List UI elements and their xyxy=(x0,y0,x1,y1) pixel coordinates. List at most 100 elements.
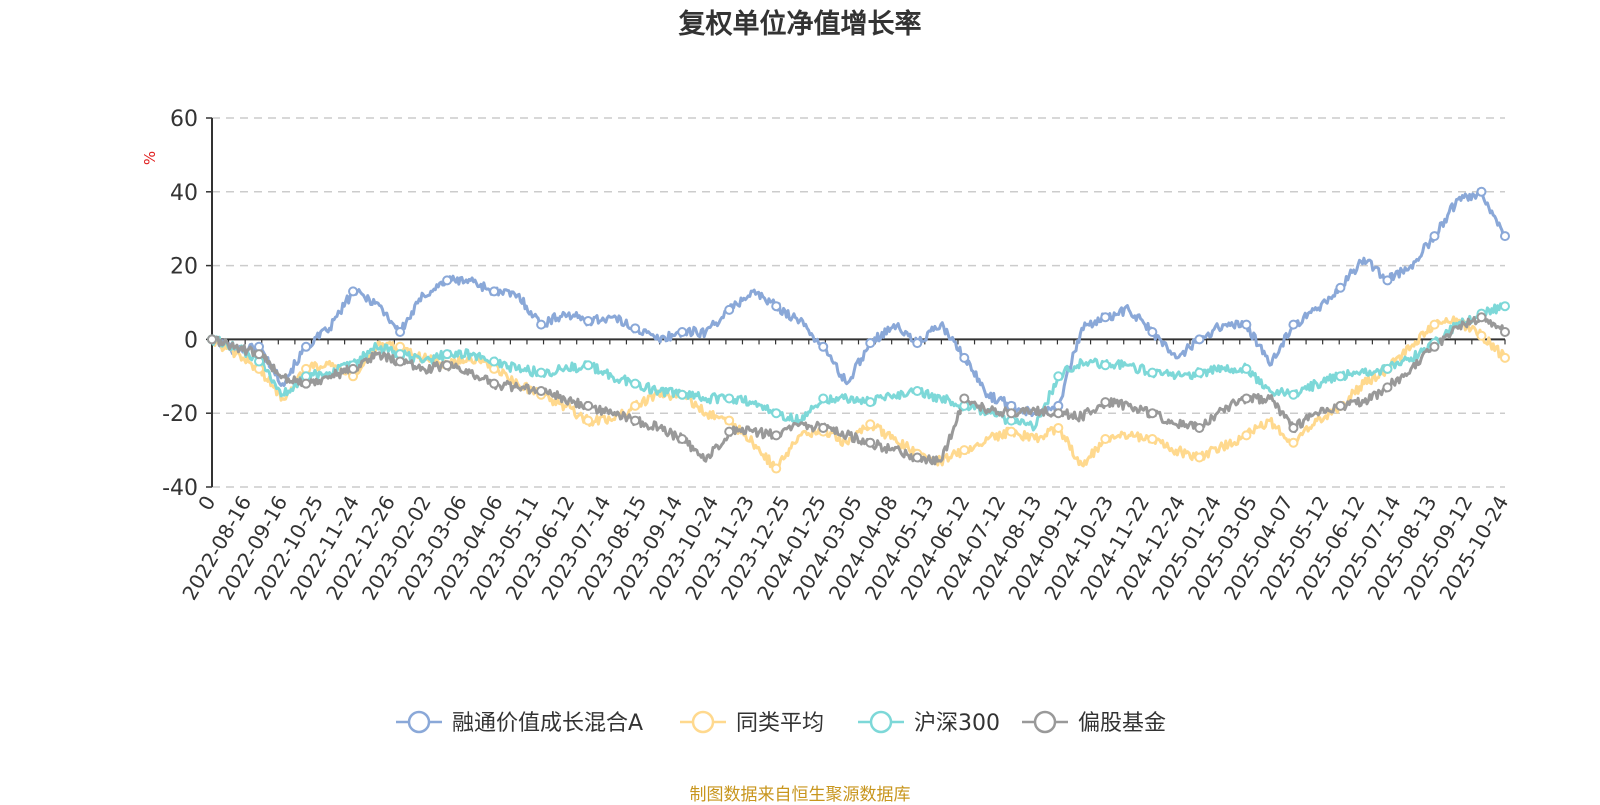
legend-label: 偏股基金 xyxy=(1078,711,1166,736)
data-point-fund xyxy=(1100,312,1111,323)
data-point-hs300 xyxy=(865,397,876,408)
series-line-equity_fund xyxy=(211,313,1506,466)
data-point-fund xyxy=(912,338,923,349)
legend-marker xyxy=(407,710,431,734)
chart-title: 复权单位净值增长率 xyxy=(678,9,922,40)
data-point-equity_fund xyxy=(348,363,359,374)
data-point-fund xyxy=(536,319,547,330)
data-point-equity_fund xyxy=(207,334,217,345)
data-point-equity_fund xyxy=(1194,422,1205,433)
data-point-fund xyxy=(442,275,453,286)
data-point-peer_avg xyxy=(1500,352,1510,363)
series-markers xyxy=(207,186,1510,474)
data-point-equity_fund xyxy=(1053,408,1064,419)
data-point-equity_fund xyxy=(959,393,970,404)
data-point-hs300 xyxy=(489,356,500,367)
data-point-fund xyxy=(489,286,500,297)
data-point-equity_fund xyxy=(630,415,641,426)
data-point-peer_avg xyxy=(959,445,970,456)
data-point-equity_fund xyxy=(1147,408,1158,419)
data-point-hs300 xyxy=(1500,301,1510,312)
data-point-fund xyxy=(301,341,312,352)
data-point-peer_avg xyxy=(1147,434,1158,445)
data-point-fund xyxy=(959,352,970,363)
data-point-fund xyxy=(818,341,829,352)
data-point-fund xyxy=(1429,231,1440,242)
data-point-fund xyxy=(865,338,876,349)
data-point-equity_fund xyxy=(583,400,594,411)
data-point-equity_fund xyxy=(1241,393,1252,404)
data-point-equity_fund xyxy=(254,349,265,360)
data-point-hs300 xyxy=(724,393,735,404)
data-point-equity_fund xyxy=(818,422,829,433)
legend-label: 同类平均 xyxy=(736,711,824,736)
data-point-equity_fund xyxy=(865,437,876,448)
data-point-peer_avg xyxy=(724,415,735,426)
data-point-equity_fund xyxy=(912,452,923,463)
data-point-peer_avg xyxy=(1476,330,1487,341)
data-point-fund xyxy=(348,286,359,297)
data-point-hs300 xyxy=(1053,371,1064,382)
x-tick-label: 0 xyxy=(193,492,220,515)
data-point-fund xyxy=(1288,319,1299,330)
data-point-fund xyxy=(1147,327,1158,338)
y-axis-label: % xyxy=(141,151,159,165)
y-tick-label: 60 xyxy=(170,107,198,132)
data-point-fund xyxy=(724,304,735,315)
legend-item-hs300[interactable]: 沪深300 xyxy=(858,710,1000,736)
series-lines xyxy=(210,188,1507,471)
y-tick-label: -40 xyxy=(162,476,198,501)
data-point-hs300 xyxy=(1194,367,1205,378)
data-point-equity_fund xyxy=(442,360,453,371)
data-point-hs300 xyxy=(1147,367,1158,378)
data-point-peer_avg xyxy=(1429,319,1440,330)
data-point-fund xyxy=(630,323,641,334)
y-tick-label: 0 xyxy=(184,328,198,353)
legend-label: 沪深300 xyxy=(914,711,1000,736)
data-point-equity_fund xyxy=(301,378,312,389)
data-point-peer_avg xyxy=(1006,426,1017,437)
legend-marker xyxy=(691,710,715,734)
grid-lines xyxy=(212,117,1505,488)
data-point-peer_avg xyxy=(1100,434,1111,445)
data-point-hs300 xyxy=(442,349,453,360)
data-point-hs300 xyxy=(583,360,594,371)
data-point-fund xyxy=(1382,275,1393,286)
data-point-fund xyxy=(395,327,406,338)
legend-item-peer_avg[interactable]: 同类平均 xyxy=(680,710,824,736)
y-tick-label: 40 xyxy=(170,181,198,206)
data-point-fund xyxy=(677,327,688,338)
data-point-equity_fund xyxy=(677,434,688,445)
data-point-fund xyxy=(1194,334,1205,345)
data-point-fund xyxy=(1241,319,1252,330)
data-point-equity_fund xyxy=(1429,341,1440,352)
data-point-equity_fund xyxy=(1476,312,1487,323)
data-point-fund xyxy=(583,315,594,326)
data-point-hs300 xyxy=(1241,363,1252,374)
series-line-fund xyxy=(210,188,1507,418)
data-point-equity_fund xyxy=(1500,327,1510,338)
data-point-hs300 xyxy=(1382,363,1393,374)
legend-marker xyxy=(1033,710,1057,734)
data-point-peer_avg xyxy=(583,415,594,426)
chart-source: 制图数据来自恒生聚源数据库 xyxy=(689,785,911,805)
data-point-equity_fund xyxy=(1382,382,1393,393)
data-point-equity_fund xyxy=(536,386,547,397)
data-point-equity_fund xyxy=(724,426,735,437)
data-point-hs300 xyxy=(677,389,688,400)
data-point-peer_avg xyxy=(1241,430,1252,441)
data-point-peer_avg xyxy=(771,463,782,474)
data-point-peer_avg xyxy=(1288,437,1299,448)
legend-label: 融通价值成长混合A xyxy=(452,711,643,736)
data-point-peer_avg xyxy=(1194,452,1205,463)
data-point-hs300 xyxy=(1100,360,1111,371)
legend-item-equity_fund[interactable]: 偏股基金 xyxy=(1022,710,1166,736)
data-point-hs300 xyxy=(912,386,923,397)
data-point-equity_fund xyxy=(1288,422,1299,433)
legend-marker xyxy=(869,710,893,734)
data-point-peer_avg xyxy=(630,400,641,411)
legend-item-fund[interactable]: 融通价值成长混合A xyxy=(396,710,643,736)
data-point-equity_fund xyxy=(1006,408,1017,419)
legend: 融通价值成长混合A 同类平均 沪深300 偏股基金 xyxy=(396,710,1166,736)
y-tick-label: 20 xyxy=(170,255,198,280)
